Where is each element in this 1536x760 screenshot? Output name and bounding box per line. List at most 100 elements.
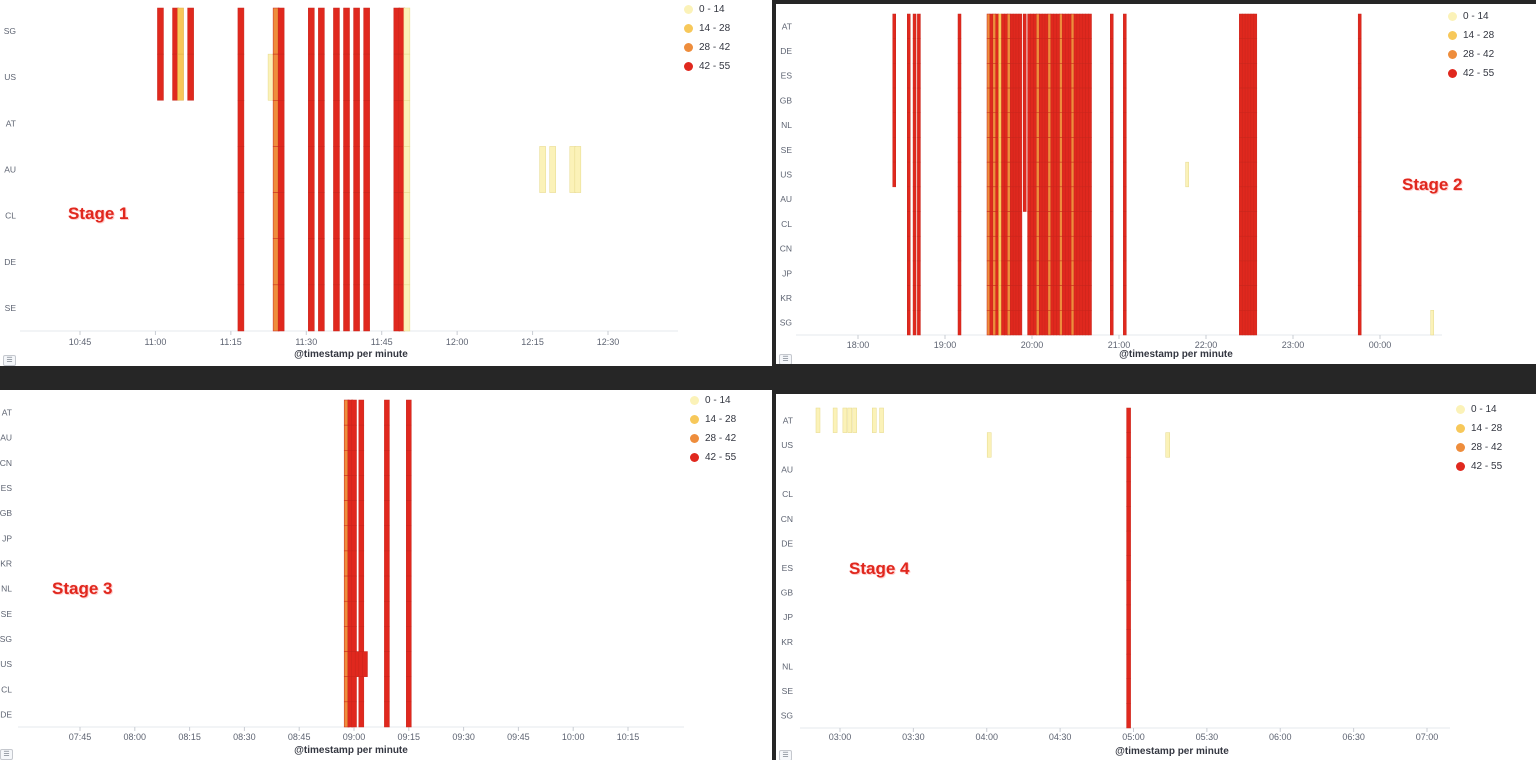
heatmap-cell[interactable] xyxy=(237,238,245,286)
heatmap-cell[interactable] xyxy=(1041,112,1046,138)
legend-item[interactable]: 42 - 55 xyxy=(1448,64,1494,83)
heatmap-cell[interactable] xyxy=(1239,63,1243,89)
heatmap-cell[interactable] xyxy=(992,87,997,114)
heatmap-cell[interactable] xyxy=(1082,112,1086,138)
heatmap-cell[interactable] xyxy=(237,146,245,193)
heatmap-cell[interactable] xyxy=(1088,87,1092,114)
heatmap-cell[interactable] xyxy=(1015,13,1020,39)
heatmap-cell[interactable] xyxy=(1253,186,1258,212)
heatmap-cell[interactable] xyxy=(912,87,917,114)
heatmap-cell[interactable] xyxy=(892,38,896,64)
heatmap-cell[interactable] xyxy=(1023,186,1027,212)
heatmap-cell[interactable] xyxy=(384,701,390,728)
heatmap-cell[interactable] xyxy=(1126,555,1131,581)
heatmap-cell[interactable] xyxy=(1088,260,1092,286)
heatmap-cell[interactable] xyxy=(1012,137,1017,163)
heatmap-cell[interactable] xyxy=(1053,285,1057,311)
heatmap-cell[interactable] xyxy=(892,13,896,39)
heatmap-cell[interactable] xyxy=(1027,260,1031,286)
heatmap-cell[interactable] xyxy=(406,676,412,703)
heatmap-cell[interactable] xyxy=(1036,38,1040,64)
heatmap-cell[interactable] xyxy=(815,407,821,433)
heatmap-cell[interactable] xyxy=(1088,235,1092,262)
heatmap-cell[interactable] xyxy=(995,211,999,237)
heatmap-cell[interactable] xyxy=(1088,38,1092,64)
heatmap-cell[interactable] xyxy=(1085,87,1089,114)
legend-item[interactable]: 42 - 55 xyxy=(684,57,730,76)
heatmap-cell[interactable] xyxy=(1001,161,1005,188)
heatmap-cell[interactable] xyxy=(1126,481,1131,507)
heatmap-cell[interactable] xyxy=(1110,186,1114,212)
heatmap-cell[interactable] xyxy=(1033,38,1037,64)
heatmap-cell[interactable] xyxy=(1001,186,1005,212)
heatmap-cell[interactable] xyxy=(1110,235,1114,262)
heatmap-cell[interactable] xyxy=(1247,112,1252,138)
heatmap-cell[interactable] xyxy=(912,235,917,262)
heatmap-cell[interactable] xyxy=(1123,63,1127,89)
heatmap-cell[interactable] xyxy=(1033,63,1037,89)
heatmap-cell[interactable] xyxy=(1050,38,1055,64)
heatmap-cell[interactable] xyxy=(358,500,365,527)
heatmap-cell[interactable] xyxy=(998,112,1002,138)
heatmap-cell[interactable] xyxy=(1041,137,1046,163)
heatmap-cell[interactable] xyxy=(1126,703,1131,729)
heatmap-cell[interactable] xyxy=(1056,186,1060,212)
heatmap-cell[interactable] xyxy=(1241,186,1246,212)
heatmap-cell[interactable] xyxy=(912,38,917,64)
heatmap-cell[interactable] xyxy=(1009,137,1014,163)
heatmap-cell[interactable] xyxy=(1007,63,1011,89)
heatmap-cell[interactable] xyxy=(1082,235,1086,262)
heatmap-cell[interactable] xyxy=(1073,137,1078,163)
heatmap-cell[interactable] xyxy=(1018,112,1023,138)
heatmap-cell[interactable] xyxy=(1110,38,1114,64)
heatmap-cell[interactable] xyxy=(1030,87,1034,114)
heatmap-cell[interactable] xyxy=(957,235,962,262)
heatmap-cell[interactable] xyxy=(986,310,991,336)
heatmap-cell[interactable] xyxy=(1007,235,1011,262)
heatmap-cell[interactable] xyxy=(1015,63,1020,89)
heatmap-cell[interactable] xyxy=(892,112,896,138)
heatmap-cell[interactable] xyxy=(992,137,997,163)
heatmap-cell[interactable] xyxy=(912,260,917,286)
heatmap-cell[interactable] xyxy=(847,407,853,433)
heatmap-cell[interactable] xyxy=(1023,87,1027,114)
heatmap-cell[interactable] xyxy=(1015,186,1020,212)
heatmap-cell[interactable] xyxy=(986,112,991,138)
heatmap-cell[interactable] xyxy=(1062,13,1066,39)
legend-item[interactable]: 42 - 55 xyxy=(690,448,736,467)
heatmap-cell[interactable] xyxy=(998,186,1002,212)
heatmap-cell[interactable] xyxy=(1247,13,1252,39)
heatmap-cell[interactable] xyxy=(1123,87,1127,114)
heatmap-cell[interactable] xyxy=(1079,112,1084,138)
heatmap-cell[interactable] xyxy=(384,475,390,501)
heatmap-cell[interactable] xyxy=(1239,235,1243,262)
heatmap-cell[interactable] xyxy=(1070,112,1075,138)
heatmap-cell[interactable] xyxy=(1239,186,1243,212)
heatmap-cell[interactable] xyxy=(1018,161,1023,188)
heatmap-cell[interactable] xyxy=(1007,161,1011,188)
heatmap-cell[interactable] xyxy=(917,63,921,89)
heatmap-cell[interactable] xyxy=(917,13,921,39)
heatmap-cell[interactable] xyxy=(1250,285,1255,311)
heatmap-cell[interactable] xyxy=(1001,112,1005,138)
heatmap-cell[interactable] xyxy=(1059,235,1063,262)
legend-item[interactable]: 14 - 28 xyxy=(684,19,730,38)
heatmap-cell[interactable] xyxy=(1241,87,1246,114)
heatmap-cell[interactable] xyxy=(1062,87,1066,114)
heatmap-cell[interactable] xyxy=(1027,112,1031,138)
heatmap-cell[interactable] xyxy=(403,284,411,332)
heatmap-cell[interactable] xyxy=(1244,235,1249,262)
heatmap-cell[interactable] xyxy=(1033,161,1037,188)
heatmap-cell[interactable] xyxy=(1015,235,1020,262)
heatmap-cell[interactable] xyxy=(1033,310,1037,336)
legend-item[interactable]: 14 - 28 xyxy=(690,410,736,429)
heatmap-cell[interactable] xyxy=(1123,161,1127,188)
heatmap-cell[interactable] xyxy=(343,238,350,286)
heatmap-cell[interactable] xyxy=(1357,13,1362,39)
heatmap-cell[interactable] xyxy=(1053,87,1057,114)
heatmap-cell[interactable] xyxy=(1012,235,1017,262)
heatmap-cell[interactable] xyxy=(1126,456,1131,483)
heatmap-cell[interactable] xyxy=(957,13,962,39)
heatmap-cell[interactable] xyxy=(1250,112,1255,138)
heatmap-cell[interactable] xyxy=(986,186,991,212)
